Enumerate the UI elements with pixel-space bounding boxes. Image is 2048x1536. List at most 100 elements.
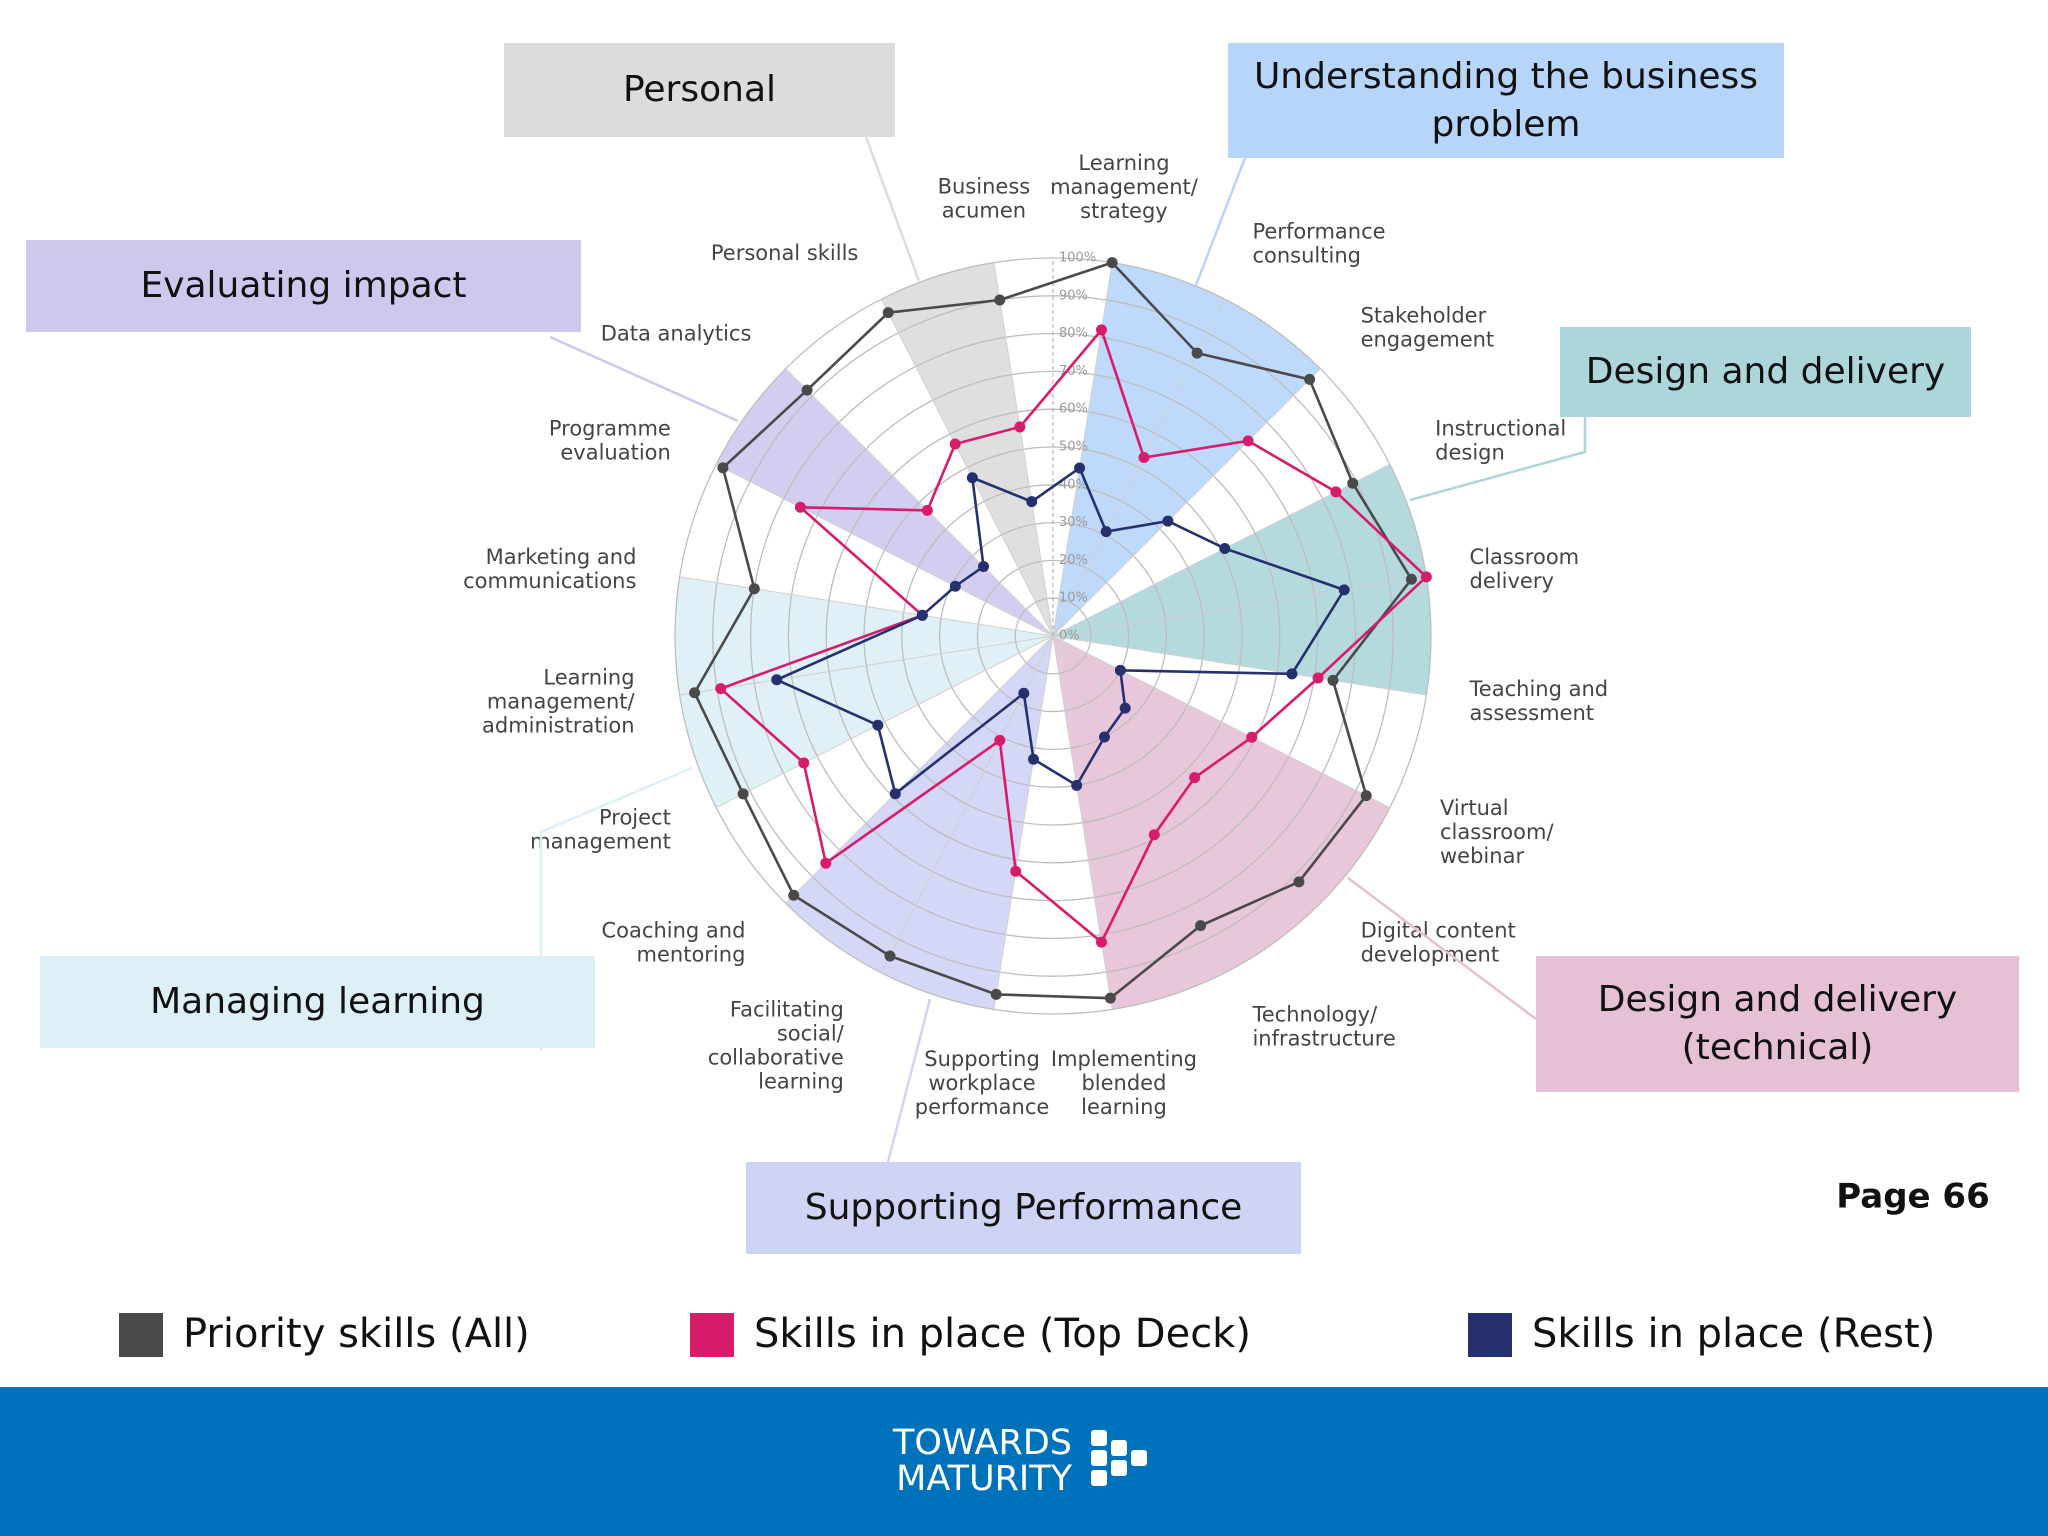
spoke xyxy=(1052,635,1226,974)
category-label: learning xyxy=(1081,1095,1167,1119)
series-point xyxy=(1104,992,1116,1004)
group-wedge xyxy=(716,368,1053,636)
series-point xyxy=(820,857,832,869)
series-point xyxy=(1338,584,1350,596)
category-label: engagement xyxy=(1361,327,1495,351)
category-label: Technology/ xyxy=(1251,1002,1378,1026)
category-label: management xyxy=(530,830,671,854)
category-label: acumen xyxy=(942,199,1026,223)
group-wedge xyxy=(881,262,1053,636)
series-point xyxy=(1330,486,1342,498)
series-point xyxy=(990,988,1002,1000)
category-label: Programme xyxy=(549,416,671,440)
series-point xyxy=(717,462,729,474)
r-tick-label: 80% xyxy=(1059,326,1088,341)
series-point xyxy=(1242,435,1254,447)
category-label: Coaching and xyxy=(602,919,746,943)
spoke xyxy=(993,635,1054,1010)
group-wedge xyxy=(675,576,1053,808)
spoke xyxy=(715,635,1054,809)
legend-swatch xyxy=(690,1313,734,1357)
spoke xyxy=(679,635,1054,696)
legend-label: Priority skills (All) xyxy=(183,1311,530,1357)
series-point xyxy=(1098,731,1110,743)
spoke xyxy=(679,576,1054,637)
group-wedge xyxy=(1053,262,1321,636)
series-point xyxy=(882,307,894,319)
grid-ring xyxy=(712,295,1394,977)
r-tick-label: 20% xyxy=(1059,553,1088,568)
series-point xyxy=(1095,936,1107,948)
category-label: evaluation xyxy=(560,440,670,464)
series-point xyxy=(1327,674,1339,686)
category-label: delivery xyxy=(1470,569,1554,593)
group-box: Design and delivery (technical) xyxy=(1536,956,2019,1092)
category-label: social/ xyxy=(777,1022,845,1046)
leader-line xyxy=(549,335,739,423)
series-point xyxy=(748,583,760,595)
category-label: consulting xyxy=(1252,244,1361,268)
spoke xyxy=(993,262,1054,637)
series-point xyxy=(1148,829,1160,841)
category-label: Digital content xyxy=(1361,919,1516,943)
category-label: Project xyxy=(599,806,671,830)
r-tick-label: 40% xyxy=(1059,477,1088,492)
category-label: management/ xyxy=(1050,175,1199,199)
spoke xyxy=(715,463,1054,637)
series-point xyxy=(966,472,978,484)
category-label: development xyxy=(1361,943,1500,967)
series-point xyxy=(1114,664,1126,676)
series-point xyxy=(1026,496,1038,508)
r-tick-label: 90% xyxy=(1059,288,1088,303)
page-number: Page 66 xyxy=(1836,1177,1990,1217)
category-label: management/ xyxy=(487,689,636,713)
series-point xyxy=(889,788,901,800)
category-label: assessment xyxy=(1470,701,1594,725)
series-point xyxy=(1106,257,1118,269)
r-tick-label: 70% xyxy=(1059,364,1088,379)
series-point xyxy=(788,889,800,901)
category-label: Business xyxy=(938,175,1031,199)
category-label: administration xyxy=(482,713,635,737)
category-label: blended xyxy=(1081,1071,1166,1095)
series-point xyxy=(1405,573,1417,585)
category-label: Learning xyxy=(1078,151,1169,175)
r-tick-label: 60% xyxy=(1059,402,1088,417)
series-point xyxy=(689,687,701,699)
footer-logo-line: TOWARDS xyxy=(892,1423,1072,1463)
series-point xyxy=(1191,347,1203,359)
leader-line xyxy=(1194,157,1247,286)
group-box: Design and delivery xyxy=(1560,327,1971,417)
category-label: Data analytics xyxy=(601,321,752,345)
series-point xyxy=(798,757,810,769)
category-label: webinar xyxy=(1440,844,1524,868)
category-label: infrastructure xyxy=(1252,1026,1395,1050)
series-point xyxy=(1219,542,1231,554)
legend-label: Skills in place (Top Deck) xyxy=(754,1311,1251,1357)
group-box: Personal xyxy=(504,43,895,137)
series-point xyxy=(1071,779,1083,791)
series-point xyxy=(715,683,727,695)
series-point xyxy=(801,384,813,396)
category-label: Implementing xyxy=(1051,1047,1197,1071)
series-point xyxy=(1360,790,1372,802)
series-point xyxy=(1010,865,1022,877)
series-point xyxy=(1347,477,1359,489)
series-point xyxy=(1100,526,1112,538)
legend-label: Skills in place (Rest) xyxy=(1532,1311,1935,1357)
spoke xyxy=(1052,576,1427,637)
category-label: Teaching and xyxy=(1469,677,1609,701)
series-point xyxy=(1286,668,1298,680)
series-point xyxy=(1304,373,1316,385)
footer-bar xyxy=(0,1387,2048,1536)
category-label: collaborative xyxy=(708,1046,844,1070)
series-point xyxy=(1420,571,1432,583)
series-point xyxy=(794,501,806,513)
r-tick-label: 0% xyxy=(1059,629,1080,644)
category-label: Instructional xyxy=(1435,416,1566,440)
series-point xyxy=(737,788,749,800)
series-point xyxy=(884,950,896,962)
category-label: Virtual xyxy=(1440,796,1509,820)
category-label: workplace xyxy=(928,1071,1035,1095)
